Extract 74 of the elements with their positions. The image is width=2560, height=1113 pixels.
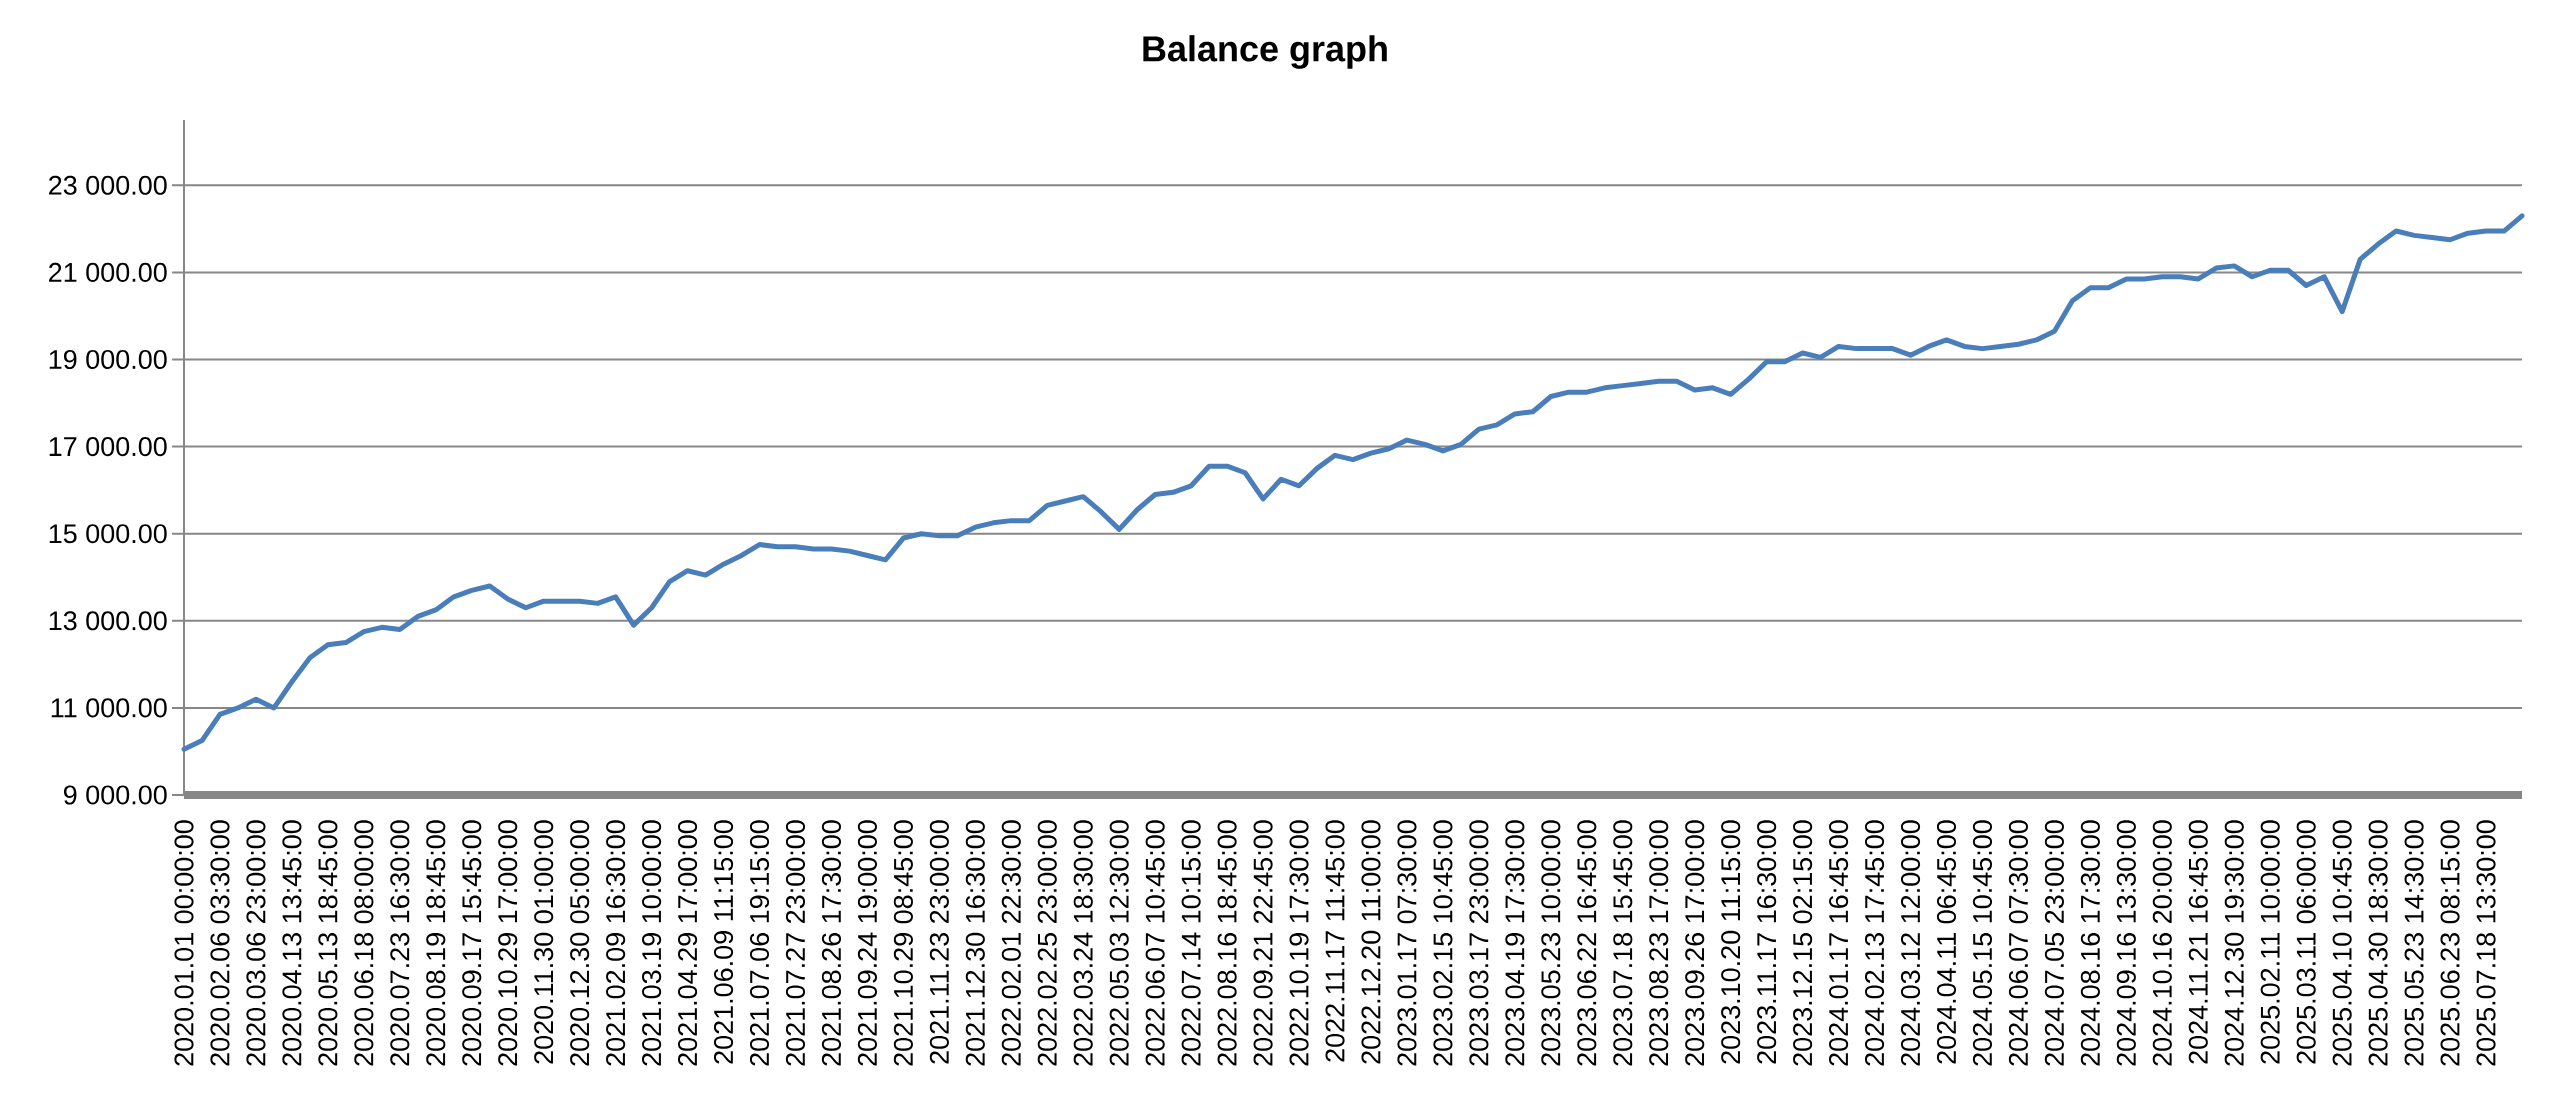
x-tick-label: 2020.03.06 23:00:00 [246,820,266,1066]
x-tick-label: 2020.02.06 03:30:00 [210,820,230,1066]
y-tick-label: 9 000.00 [63,785,167,805]
x-tick-label: 2023.10.20 11:15:00 [1721,820,1741,1064]
x-tick-label: 2021.04.29 17:00:00 [678,820,698,1066]
y-tick-label: 21 000.00 [49,262,167,282]
x-tick-label: 2020.11.30 01:00:00 [534,820,554,1064]
x-tick-label: 2023.07.18 15:45:00 [1613,820,1633,1066]
x-tick-label: 2020.09.17 15:45:00 [462,820,482,1066]
y-tick-label: 15 000.00 [49,524,167,544]
x-tick-label: 2020.05.13 18:45:00 [318,820,338,1066]
x-tick-label: 2024.07.05 23:00:00 [2044,820,2064,1066]
x-tick-label: 2021.06.09 11:15:00 [713,820,734,1064]
x-tick-label: 2020.10.29 17:00:00 [498,820,518,1066]
x-tick-label: 2022.02.25 23:00:00 [1037,820,1057,1066]
x-tick-label: 2021.09.24 19:00:00 [857,820,877,1066]
x-tick-label: 2025.03.11 06:00:00 [2296,820,2316,1064]
x-tick-label: 2021.07.06 19:15:00 [749,820,770,1066]
y-tick-label: 23 000.00 [49,175,167,195]
x-tick-label: 2021.10.29 08:45:00 [893,820,913,1066]
x-tick-label: 2023.06.22 16:45:00 [1577,820,1597,1066]
x-tick-label: 2022.02.01 22:30:00 [1001,820,1021,1066]
x-tick-label: 2024.11.21 16:45:00 [2188,820,2208,1064]
x-tick-label: 2020.12.30 05:00:00 [570,820,590,1066]
x-tick-label: 2025.02.11 10:00:00 [2260,820,2280,1064]
x-tick-label: 2023.04.19 17:30:00 [1505,820,1525,1066]
y-tick-label: 11 000.00 [51,698,167,718]
y-tick-label: 13 000.00 [49,611,167,631]
x-tick-label: 2021.08.26 17:30:00 [821,820,842,1066]
x-tick-label: 2022.10.19 17:30:00 [1289,820,1309,1066]
x-tick-label: 2024.05.15 10:45:00 [1972,820,1993,1066]
x-tick-label: 2021.02.09 16:30:00 [606,820,626,1066]
x-tick-label: 2024.04.11 06:45:00 [1936,820,1957,1064]
x-tick-label: 2025.06.23 08:15:00 [2440,820,2460,1066]
x-tick-label: 2020.01.01 00:00:00 [174,820,194,1066]
x-tick-label: 2024.06.07 07:30:00 [2008,820,2028,1066]
x-tick-label: 2020.04.13 13:45:00 [282,820,302,1066]
x-tick-label: 2020.08.19 18:45:00 [426,820,446,1066]
x-tick-label: 2024.01.17 16:45:00 [1829,820,1849,1066]
x-tick-label: 2024.12.30 19:30:00 [2224,820,2244,1066]
x-tick-label: 2025.07.18 13:30:00 [2476,820,2496,1066]
x-tick-label: 2023.11.17 16:30:00 [1757,820,1777,1064]
x-tick-label: 2020.06.18 08:00:00 [354,820,374,1066]
y-tick-label: 17 000.00 [49,437,167,457]
x-tick-label: 2024.10.16 20:00:00 [2152,820,2172,1066]
chart-title: Balance graph [1143,35,1387,69]
x-tick-label: 2025.04.30 18:30:00 [2368,820,2388,1066]
x-tick-label: 2023.08.23 17:00:00 [1649,820,1669,1066]
x-tick-label: 2021.11.23 23:00:00 [929,820,949,1064]
x-tick-label: 2022.12.20 11:00:00 [1361,820,1381,1064]
x-tick-label: 2022.09.21 22:45:00 [1253,820,1273,1066]
x-tick-label: 2021.12.30 16:30:00 [965,820,985,1066]
x-tick-label: 2022.05.03 12:30:00 [1109,820,1129,1066]
y-tick-label: 19 000.00 [49,349,167,370]
x-tick-label: 2024.09.16 13:30:00 [2116,820,2136,1066]
x-tick-label: 2023.12.15 02:15:00 [1793,820,1813,1066]
x-tick-label: 2022.06.07 10:45:00 [1145,820,1165,1066]
x-tick-label: 2023.09.26 17:00:00 [1685,820,1705,1066]
x-tick-label: 2021.03.19 10:00:00 [642,820,662,1066]
x-tick-label: 2023.02.15 10:45:00 [1433,820,1453,1066]
x-tick-label: 2024.08.16 17:30:00 [2080,820,2100,1066]
x-tick-label: 2023.03.17 23:00:00 [1469,820,1489,1066]
x-tick-label: 2023.05.23 10:00:00 [1541,820,1561,1066]
x-tick-label: 2022.08.16 18:45:00 [1217,820,1237,1066]
x-tick-label: 2024.03.12 12:00:00 [1900,820,1921,1066]
x-tick-label: 2021.07.27 23:00:00 [785,820,806,1066]
x-tick-label: 2020.07.23 16:30:00 [390,820,410,1066]
x-tick-label: 2025.05.23 14:30:00 [2404,820,2424,1066]
x-tick-label: 2025.04.10 10:45:00 [2332,820,2352,1066]
x-tick-label: 2022.11.17 11:45:00 [1325,820,1345,1062]
x-tick-label: 2022.07.14 10:15:00 [1181,820,1201,1066]
x-tick-label: 2023.01.17 07:30:00 [1397,820,1417,1066]
x-tick-label: 2024.02.13 17:45:00 [1865,820,1885,1066]
x-tick-label: 2022.03.24 18:30:00 [1073,820,1093,1066]
